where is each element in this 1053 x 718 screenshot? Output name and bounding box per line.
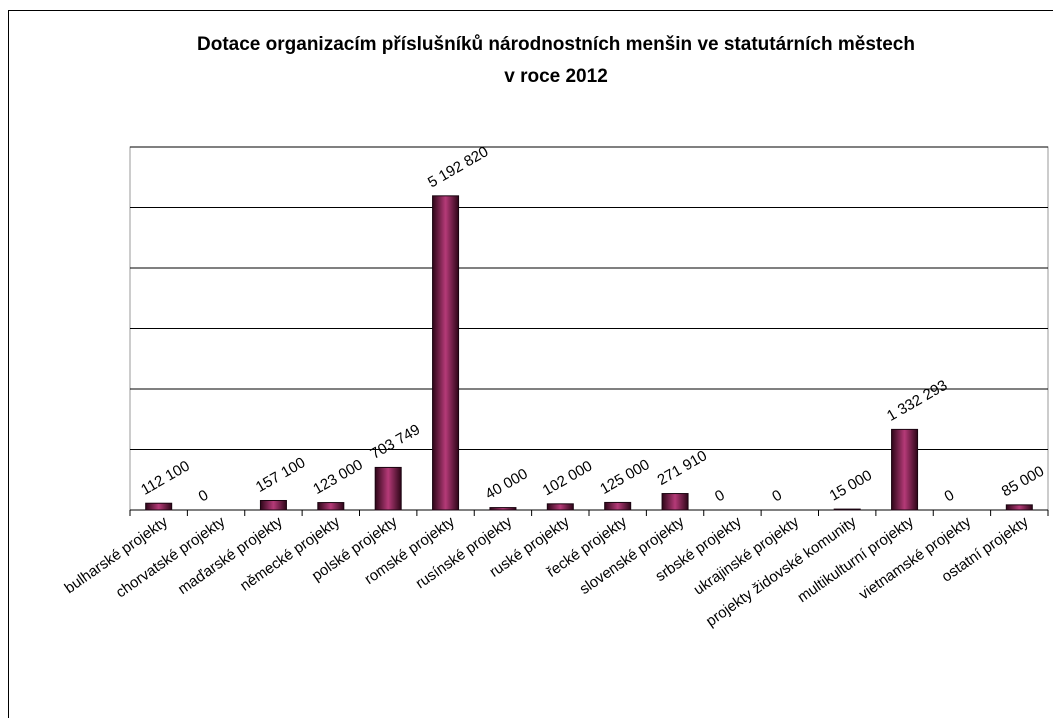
x-tick-label: německé projekty [237, 513, 343, 595]
bar [374, 466, 402, 511]
x-tick-label: chorvatské projekty [113, 513, 229, 601]
bar [546, 503, 574, 511]
value-label: 5 192 820 [425, 143, 491, 191]
value-label: 102 000 [540, 457, 595, 499]
value-label: 271 910 [655, 447, 710, 489]
x-tick-label: rusínské projekty [413, 513, 516, 592]
bar [317, 502, 345, 511]
value-label: 85 000 [999, 463, 1047, 501]
bar [145, 502, 173, 511]
value-label: 125 000 [597, 456, 652, 498]
value-label: 703 749 [368, 421, 423, 463]
value-label: 112 100 [138, 457, 192, 498]
chart-title: v roce 2012 [504, 66, 608, 87]
value-label: 0 [712, 487, 728, 506]
value-label: 1 332 293 [884, 377, 950, 425]
value-label: 157 100 [253, 454, 308, 496]
value-label: 0 [769, 487, 785, 506]
frame [8, 10, 1053, 718]
bar [833, 508, 861, 511]
bar [1005, 504, 1033, 511]
value-label: 0 [196, 487, 212, 506]
value-label: 15 000 [827, 467, 875, 505]
bar [432, 195, 460, 511]
bar [604, 501, 632, 511]
bar [661, 493, 689, 511]
chart-title: Dotace organizacím příslušníků národnost… [197, 34, 915, 55]
x-tick-label: maďarské projekty [175, 513, 286, 598]
x-tick-label: slovenské projekty [577, 513, 688, 598]
value-label: 123 000 [310, 456, 365, 498]
value-label: 0 [941, 487, 957, 506]
value-label: 40 000 [482, 465, 530, 503]
bar [891, 428, 919, 511]
bar [259, 499, 287, 511]
bar [489, 507, 517, 511]
